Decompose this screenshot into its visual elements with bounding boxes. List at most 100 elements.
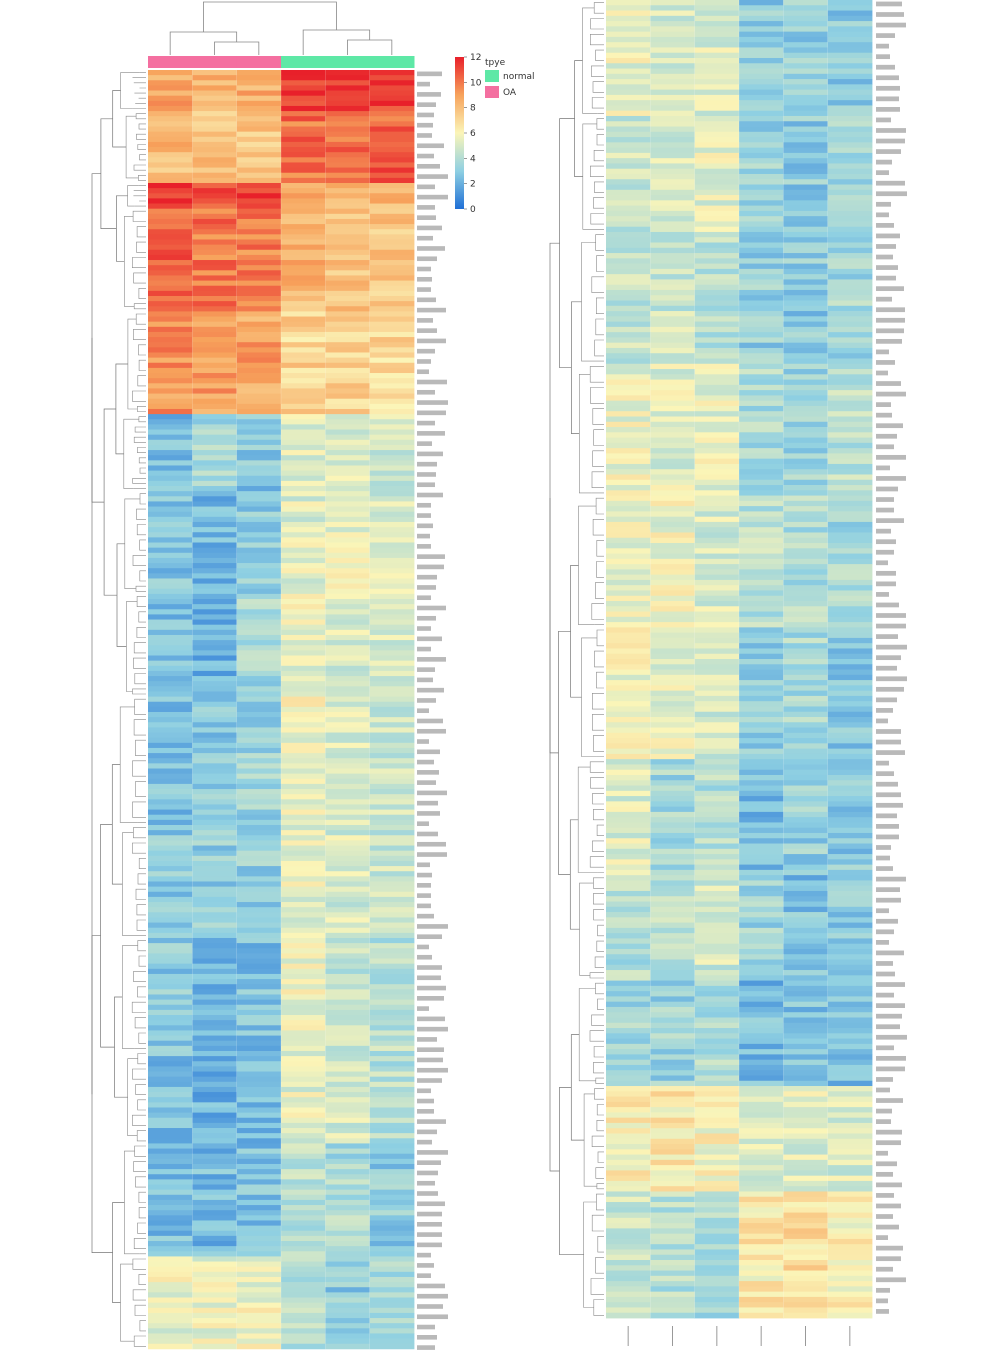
scale-tick-label: 2 xyxy=(470,180,476,190)
heatmap-cell xyxy=(192,342,238,348)
heatmap-cell xyxy=(739,1001,784,1008)
heatmap-cell xyxy=(783,115,829,122)
heatmap-cell xyxy=(325,1276,371,1283)
heatmap-cell xyxy=(236,624,282,631)
heatmap-cell xyxy=(827,796,873,802)
heatmap-cell xyxy=(650,1112,696,1119)
heatmap-cell xyxy=(236,563,282,569)
heatmap-cell xyxy=(827,980,873,987)
heatmap-cell xyxy=(369,1138,415,1144)
heatmap-cell xyxy=(827,21,873,27)
heatmap-cell xyxy=(783,648,829,655)
heatmap-cell xyxy=(694,922,740,929)
heatmap-cell xyxy=(739,1260,784,1266)
heatmap-cell xyxy=(650,121,696,127)
heatmap-cell xyxy=(148,126,193,133)
heatmap-cell xyxy=(281,1081,326,1088)
dendrogram-branch xyxy=(596,824,604,836)
heatmap-cell xyxy=(325,131,371,138)
heatmap-cell xyxy=(650,869,696,876)
heatmap-cell xyxy=(148,1215,193,1221)
heatmap-cell xyxy=(783,1075,829,1082)
heatmap-cell xyxy=(148,280,193,287)
heatmap-cell xyxy=(694,1049,740,1055)
heatmap-cell xyxy=(148,989,193,995)
heatmap-cell xyxy=(192,496,238,502)
heatmap-cell xyxy=(281,224,326,230)
heatmap-cell xyxy=(650,674,696,681)
heatmap-cell xyxy=(325,1292,371,1298)
heatmap-cell xyxy=(236,295,282,302)
heatmap-cell xyxy=(281,696,326,703)
heatmap-cell xyxy=(369,260,415,266)
row-label xyxy=(417,595,431,601)
heatmap-cell xyxy=(281,1338,326,1345)
heatmap-cell xyxy=(148,290,193,297)
heatmap-cell xyxy=(236,670,282,677)
heatmap-cell xyxy=(694,933,740,939)
heatmap-cell xyxy=(369,1210,415,1216)
heatmap-cell xyxy=(606,753,651,760)
heatmap-cell xyxy=(739,1228,784,1235)
heatmap-cell xyxy=(606,706,651,713)
heatmap-cell xyxy=(148,855,193,862)
heatmap-cell xyxy=(783,727,829,734)
heatmap-cell xyxy=(281,742,326,749)
heatmap-cell xyxy=(369,1328,415,1334)
heatmap-cell xyxy=(148,1282,193,1288)
heatmap-cell xyxy=(369,121,415,127)
heatmap-cell xyxy=(783,1223,829,1229)
heatmap-cell xyxy=(783,1033,829,1039)
row-label xyxy=(876,370,888,376)
heatmap-cell xyxy=(236,824,282,831)
heatmap-cell xyxy=(783,110,829,117)
heatmap-cell xyxy=(192,753,238,759)
heatmap-cell xyxy=(650,564,696,570)
heatmap-cell xyxy=(827,991,873,997)
heatmap-cell xyxy=(783,1233,829,1240)
heatmap-cell xyxy=(369,157,415,163)
heatmap-cell xyxy=(650,506,696,512)
heatmap-cell xyxy=(148,455,193,461)
heatmap-cell xyxy=(606,690,651,697)
heatmap-cell xyxy=(739,100,784,106)
heatmap-cell xyxy=(236,917,282,923)
row-label xyxy=(876,1077,893,1082)
heatmap-cell xyxy=(325,552,371,559)
heatmap-cell xyxy=(694,611,740,618)
heatmap-cell xyxy=(694,1006,740,1013)
row-label xyxy=(876,497,894,502)
heatmap-cell xyxy=(148,465,193,472)
heatmap-cell xyxy=(369,1045,415,1052)
heatmap-cell xyxy=(739,453,784,460)
heatmap-cell xyxy=(148,1138,193,1144)
heatmap-cell xyxy=(281,799,326,805)
heatmap-cell xyxy=(694,759,740,765)
heatmap-cell xyxy=(148,1292,193,1298)
heatmap-cell xyxy=(739,822,784,829)
heatmap-cell xyxy=(281,521,326,528)
heatmap-cell xyxy=(606,975,651,981)
heatmap-cell xyxy=(281,732,326,739)
heatmap-cell xyxy=(694,954,740,960)
heatmap-cell xyxy=(369,378,415,384)
heatmap-cell xyxy=(148,783,193,790)
heatmap-cell xyxy=(783,485,829,491)
heatmap-cell xyxy=(694,948,740,955)
heatmap-cell xyxy=(827,1064,873,1071)
heatmap-cell xyxy=(148,557,193,564)
dendrogram-branch xyxy=(581,242,597,362)
heatmap-cell xyxy=(281,383,326,389)
row-label xyxy=(876,180,905,186)
heatmap-cell xyxy=(236,352,282,359)
heatmap-cell xyxy=(148,1102,193,1108)
heatmap-cell xyxy=(827,611,873,618)
heatmap-cell xyxy=(325,681,371,687)
heatmap-cell xyxy=(606,1286,651,1293)
dendrogram-branch xyxy=(589,856,604,868)
heatmap-cell xyxy=(606,242,651,249)
heatmap-cell xyxy=(369,1102,415,1108)
heatmap-cell xyxy=(148,778,193,785)
heatmap-cell xyxy=(694,26,740,33)
heatmap-cell xyxy=(694,1154,740,1161)
